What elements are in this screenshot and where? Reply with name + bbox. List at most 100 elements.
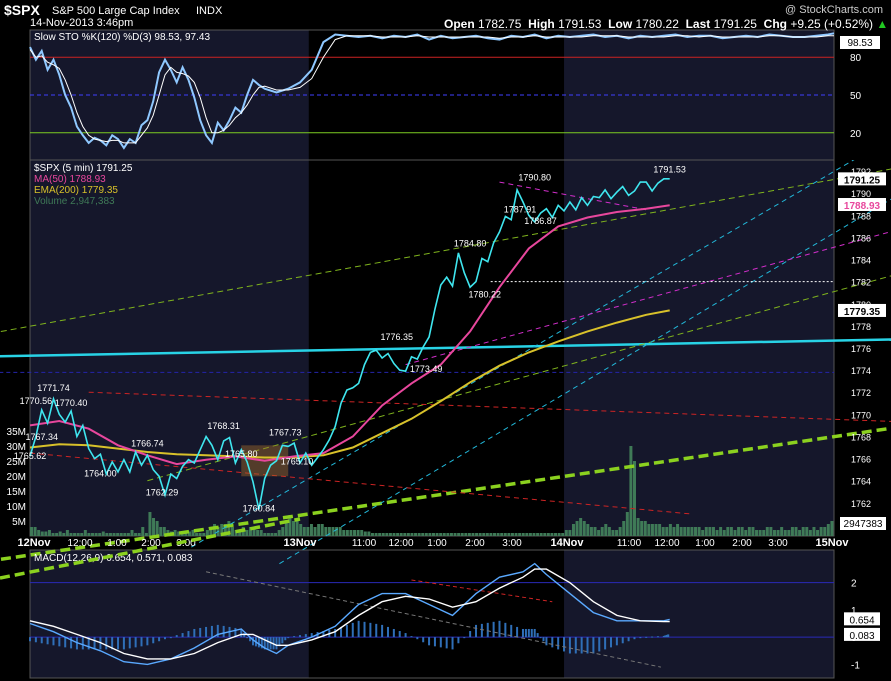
macd-hist-bar [140, 637, 143, 647]
volume-bar [62, 533, 66, 536]
macd-hist-bar [480, 623, 483, 638]
volume-bar [708, 527, 712, 536]
volume-bar [421, 533, 425, 536]
volume-bar [55, 533, 59, 536]
volume-bar [396, 533, 400, 536]
volume-bar [776, 530, 780, 536]
volume-bar [500, 533, 504, 536]
macd-hist-bar [304, 634, 307, 638]
price-ytick-15: 1762 [851, 499, 871, 509]
macd-hist-bar [527, 628, 530, 638]
timestamp: 14-Nov-2013 3:46pm [30, 17, 134, 29]
volume-bar [198, 533, 202, 536]
session-shade-2-1 [564, 550, 834, 678]
series-ema-200- [29, 309, 670, 459]
macd-right-box-0 [844, 612, 880, 626]
macd-hist-bar [492, 621, 495, 638]
volume-bar [625, 512, 629, 536]
macd-hist-bar [193, 628, 196, 638]
volume-bar [288, 515, 292, 536]
macd-hist-bar [163, 637, 166, 640]
volume-last-box [840, 517, 886, 530]
macd-hist-bar [542, 637, 545, 642]
volume-bar [769, 527, 773, 536]
macd-red-trendline [411, 579, 553, 603]
x-tick-13: 12:00 [654, 538, 679, 549]
macd-hist-bar [351, 622, 354, 638]
volume-bar [650, 524, 654, 536]
volume-bar [812, 527, 816, 536]
magenta-trendline [405, 231, 891, 366]
macd-hist-bar [249, 637, 252, 642]
volume-bar [177, 531, 181, 536]
macd-hist-bar [551, 637, 554, 648]
price-annotation-10: 1760.84 [243, 504, 276, 514]
macd-hist-bar [521, 628, 524, 638]
price-annotation-14: 1773.49 [410, 364, 443, 374]
volume-bar [432, 533, 435, 536]
volume-bar [342, 530, 346, 536]
volume-bar [385, 533, 389, 536]
macd-hist-bar [243, 633, 246, 638]
volume-bar [410, 533, 414, 536]
volume-bar [661, 527, 665, 536]
volume-bar [636, 518, 640, 536]
volume-bar [783, 530, 787, 536]
volume-bar [101, 531, 105, 536]
volume-bar [309, 524, 313, 536]
exchange-label: INDX [196, 5, 223, 17]
price-annotation-17: 1787.91 [504, 204, 537, 214]
price-ytick-4: 1784 [851, 256, 871, 266]
panel-border-2 [29, 549, 835, 679]
price-ytick-10: 1772 [851, 388, 871, 398]
macd-hist-bar [234, 627, 237, 638]
x-tick-16: 3:00 [768, 538, 788, 549]
volume-bar [155, 521, 159, 536]
volume-bar [324, 527, 328, 536]
volume-bar [701, 530, 705, 536]
macd-hist-bar [34, 637, 37, 643]
volume-bar [108, 533, 112, 536]
price-right-label-2: 1779.35 [844, 307, 881, 318]
volume-bar [823, 527, 827, 536]
volume-bar [722, 530, 726, 536]
macd-hist-bar [524, 628, 527, 638]
volume-bar [496, 533, 500, 536]
macd-hist-bar [363, 621, 366, 638]
volume-bar [518, 533, 522, 536]
macd-right-label-0: 0.654 [849, 615, 874, 626]
price-legend-1: MA(50) 1788.93 [34, 174, 106, 185]
price-right-label-0: 1791.25 [844, 175, 881, 186]
macd-hist-bar [422, 637, 425, 643]
volume-bar [202, 533, 206, 536]
major-support-trendline [0, 426, 891, 562]
volume-bar [141, 527, 145, 536]
volume-bar [73, 533, 77, 536]
macd-hist-bar [410, 636, 413, 638]
macd-hist-bar [621, 637, 624, 644]
price-ytick-0: 1792 [851, 167, 871, 177]
volume-bar [302, 527, 306, 536]
macd-hist-bar [281, 637, 284, 644]
volume-bar [755, 530, 759, 536]
volume-bar [65, 530, 69, 536]
volume-bar [607, 527, 611, 536]
volume-bar [256, 530, 260, 536]
price-ytick-2: 1788 [851, 211, 871, 221]
macd-hist-bar [398, 631, 401, 638]
volume-bar [116, 533, 120, 536]
macd-hist-bar [433, 637, 436, 647]
macd-hist-bar [252, 637, 255, 646]
volume-bar [417, 533, 421, 536]
price-annotation-5: 1766.74 [131, 438, 164, 448]
last-value: 1791.25 [713, 17, 757, 31]
volume-tick-4: 15M [7, 487, 26, 498]
macd-hist-bar [627, 637, 630, 642]
volume-bar [589, 527, 593, 536]
volume-bar [600, 527, 604, 536]
macd-hist-bar [451, 637, 454, 650]
cyan-channel-upper [191, 160, 855, 548]
macd-hist-bar [146, 637, 149, 646]
macd-hist-bar [158, 637, 161, 642]
